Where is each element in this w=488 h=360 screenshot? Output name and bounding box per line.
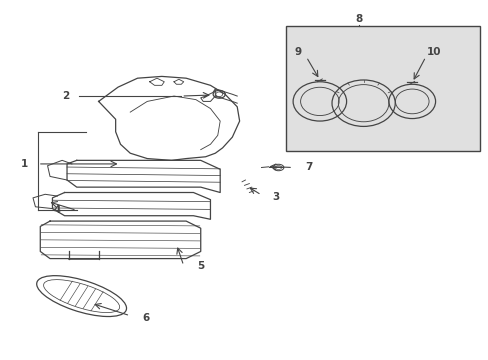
Text: 5: 5 [197,261,203,271]
Text: 10: 10 [426,47,441,57]
Text: 4: 4 [53,205,61,215]
Text: 3: 3 [272,192,279,202]
Text: 9: 9 [294,47,301,57]
Text: 7: 7 [305,162,312,172]
FancyBboxPatch shape [285,26,479,152]
Text: 2: 2 [62,91,69,101]
Text: 8: 8 [354,14,362,24]
Text: 6: 6 [142,312,149,323]
Text: 1: 1 [21,159,28,169]
